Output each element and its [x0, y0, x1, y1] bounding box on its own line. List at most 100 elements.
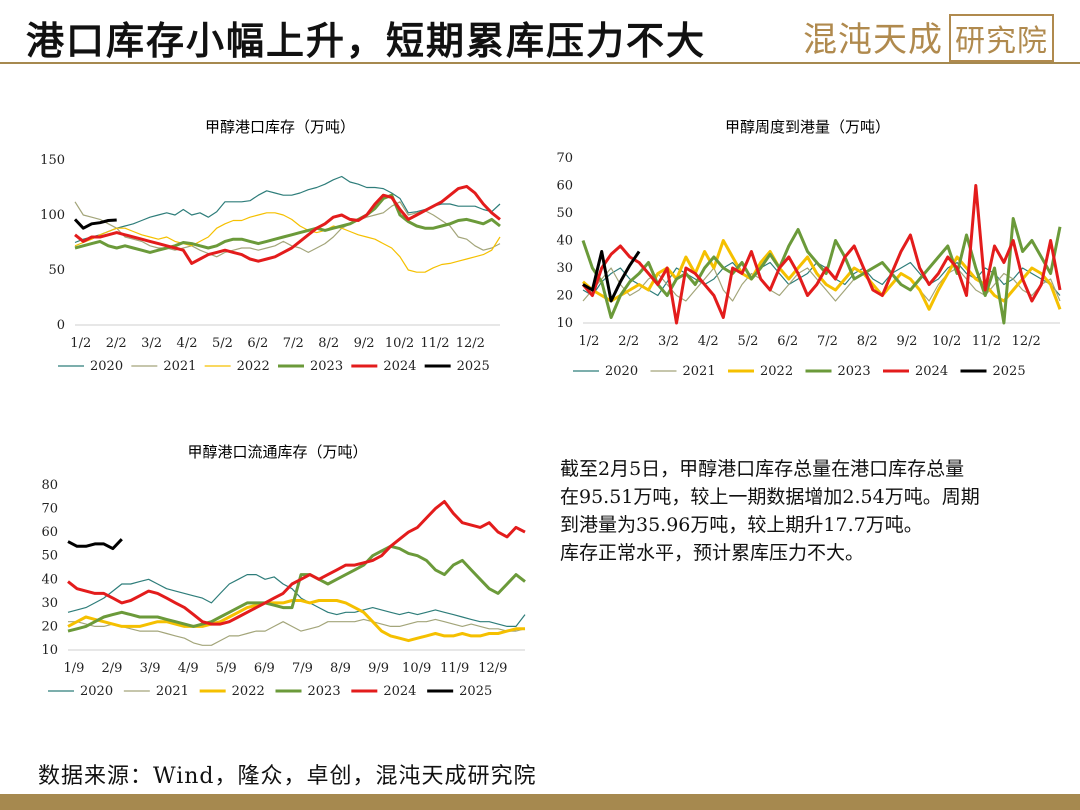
x-tick-label: 6/2	[777, 334, 798, 349]
y-tick-label: 20	[41, 619, 58, 634]
note-line: 库存正常水平，预计累库压力不大。	[560, 542, 865, 564]
weekly-arrivals-chart: 甲醇周度到港量（万吨） 10 20 30 40 50 60 70 1/2 2/2 3/2 4/2 5/2…	[556, 118, 1062, 379]
y-tick-label: 0	[57, 318, 65, 333]
legend-label: 2024	[383, 359, 416, 374]
series-line-2025	[67, 538, 123, 551]
legend-label: 2024	[915, 364, 948, 379]
x-tick-label: 5/9	[216, 661, 237, 676]
summary-note: 截至2月5日，甲醇港口库存总量在港口库存总量 在95.51万吨，较上一期数据增加…	[560, 455, 1065, 567]
note-line: 截至2月5日，甲醇港口库存总量在港口库存总量	[560, 458, 965, 480]
x-tick-label: 10/2	[932, 334, 961, 349]
x-tick-label: 6/2	[247, 336, 268, 351]
x-tick-label: 9/2	[354, 336, 375, 351]
logo-box: 研究院	[949, 14, 1054, 62]
logo-text: 混沌天成	[803, 20, 943, 60]
y-tick-label: 70	[41, 502, 58, 517]
x-tick-label: 10/2	[385, 336, 414, 351]
chart-title: 甲醇港口库存（万吨）	[205, 118, 355, 136]
series-line-2021	[74, 201, 501, 258]
y-tick-label: 40	[41, 572, 58, 587]
series-line-2025	[73, 218, 117, 230]
x-tick-label: 2/9	[102, 661, 123, 676]
legend-label: 2021	[683, 364, 716, 379]
port-inventory-chart: 甲醇港口库存（万吨） 0 50 100 150 1/2 2/2 3/2 4/2 5/2 6/2 7/2…	[40, 118, 501, 374]
footer-bar	[0, 794, 1080, 810]
x-tick-label: 11/9	[440, 661, 469, 676]
x-tick-label: 1/2	[579, 334, 600, 349]
legend-label: 2022	[237, 359, 270, 374]
y-tick-label: 10	[41, 643, 58, 658]
x-tick-label: 11/2	[420, 336, 449, 351]
x-tick-label: 7/9	[292, 661, 313, 676]
page-title: 港口库存小幅上升，短期累库压力不大	[26, 18, 707, 63]
note-line: 到港量为35.96万吨，较上期升17.7万吨。	[560, 514, 923, 536]
y-tick-label: 50	[48, 263, 65, 278]
x-tick-label: 8/2	[318, 336, 339, 351]
y-tick-label: 50	[556, 206, 573, 221]
x-tick-label: 5/2	[212, 336, 233, 351]
legend-label: 2021	[156, 684, 189, 699]
legend-label: 2022	[760, 364, 793, 379]
series-line-2020	[74, 175, 501, 244]
y-tick-label: 60	[556, 179, 573, 194]
legend-label: 2025	[457, 359, 490, 374]
x-tick-label: 2/2	[106, 336, 127, 351]
x-tick-label: 1/2	[70, 336, 91, 351]
y-tick-label: 50	[41, 549, 58, 564]
y-tick-label: 10	[556, 316, 573, 331]
x-tick-label: 3/9	[140, 661, 161, 676]
x-tick-label: 9/9	[368, 661, 389, 676]
circulating-inventory-chart: 甲醇港口流通库存（万吨） 10 20 30 40 50 60 70 80 1/9 2/9 3/9 4/9…	[41, 443, 526, 699]
series-line-2022	[74, 212, 501, 273]
x-tick-label: 12/2	[1012, 334, 1041, 349]
legend-label: 2024	[383, 684, 416, 699]
y-tick-label: 30	[556, 261, 573, 276]
legend-label: 2022	[232, 684, 265, 699]
legend-label: 2023	[308, 684, 341, 699]
chart-title: 甲醇周度到港量（万吨）	[725, 118, 890, 136]
x-tick-label: 3/2	[141, 336, 162, 351]
x-tick-label: 12/9	[478, 661, 507, 676]
legend-label: 2020	[90, 359, 123, 374]
series-line-2023	[74, 193, 501, 254]
y-tick-label: 40	[556, 234, 573, 249]
legend-label: 2025	[993, 364, 1026, 379]
x-tick-label: 4/2	[698, 334, 719, 349]
y-tick-label: 30	[41, 596, 58, 611]
x-tick-label: 10/9	[402, 661, 431, 676]
legend-label: 2020	[80, 684, 113, 699]
series-line-2023	[581, 217, 1062, 325]
x-tick-label: 3/2	[658, 334, 679, 349]
series-line-2022	[67, 599, 525, 643]
legend-label: 2021	[163, 359, 196, 374]
series-line-2024	[67, 500, 526, 626]
legend-label: 2023	[838, 364, 871, 379]
y-tick-label: 70	[556, 151, 573, 166]
y-tick-label: 20	[556, 289, 573, 304]
x-tick-label: 6/9	[254, 661, 275, 676]
legend-label: 2025	[459, 684, 492, 699]
legend-label: 2023	[310, 359, 343, 374]
x-tick-label: 8/2	[857, 334, 878, 349]
brand-logo: 混沌天成 研究院	[803, 12, 1054, 62]
x-tick-label: 11/2	[972, 334, 1001, 349]
y-tick-label: 80	[41, 478, 58, 493]
legend-label: 2020	[605, 364, 638, 379]
x-tick-label: 2/2	[618, 334, 639, 349]
x-tick-label: 9/2	[897, 334, 918, 349]
data-source: 数据来源：Wind，隆众，卓创，混沌天成研究院	[38, 764, 537, 789]
note-line: 在95.51万吨，较上一期数据增加2.54万吨。周期	[560, 486, 980, 508]
x-tick-label: 1/9	[63, 661, 84, 676]
header-divider	[0, 62, 1080, 64]
y-tick-label: 100	[40, 208, 65, 223]
x-tick-label: 5/2	[738, 334, 759, 349]
x-tick-label: 12/2	[456, 336, 485, 351]
series-line-2024	[581, 184, 1062, 325]
series-line-2025	[582, 250, 641, 303]
x-tick-label: 7/2	[283, 336, 304, 351]
y-tick-label: 60	[41, 525, 58, 540]
series-line-2023	[67, 544, 526, 633]
chart-title: 甲醇港口流通库存（万吨）	[187, 443, 367, 461]
series-line-2021	[68, 618, 526, 646]
series-line-2024	[74, 184, 501, 265]
